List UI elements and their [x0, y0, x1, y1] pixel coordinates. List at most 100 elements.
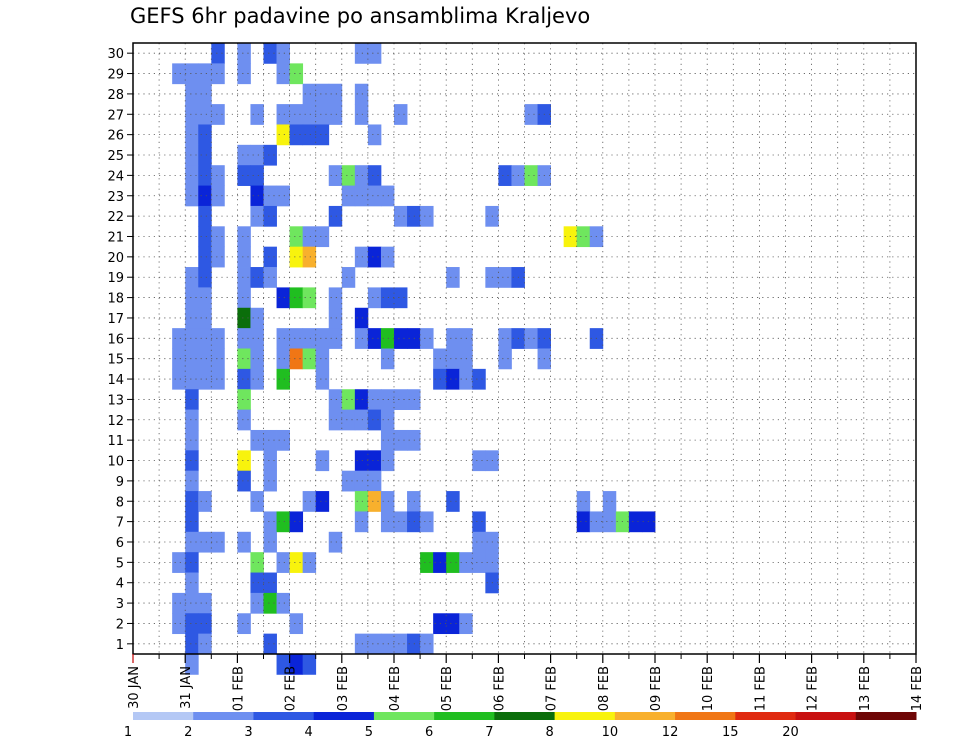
- heatmap-cell: [211, 328, 225, 349]
- heatmap-cell: [211, 348, 225, 370]
- heatmap-cell: [185, 368, 199, 390]
- heatmap-cell: [524, 165, 538, 186]
- colorbar: 1 2 3 4 5 6 7 8 10 12 15 20: [124, 712, 917, 740]
- heatmap-cell: [394, 104, 408, 125]
- heatmap-cell: [276, 552, 290, 573]
- heatmap-cell: [237, 328, 251, 349]
- y-tick-label: 6: [116, 536, 124, 551]
- heatmap-cell: [237, 63, 251, 85]
- heatmap-cell: [198, 185, 212, 207]
- heatmap-cell: [237, 348, 251, 370]
- heatmap-cell: [315, 368, 330, 390]
- heatmap-cell: [289, 104, 304, 125]
- heatmap-cell: [407, 328, 421, 349]
- x-tick-label: 01 FEB: [231, 666, 246, 711]
- heatmap-cell: [250, 429, 264, 451]
- heatmap-cell: [250, 104, 264, 125]
- y-tick-label: 27: [107, 108, 124, 123]
- heatmap-cell: [185, 470, 199, 492]
- y-tick-label: 4: [116, 577, 124, 592]
- heatmap-cell: [446, 491, 460, 512]
- heatmap-cell: [446, 552, 460, 573]
- heatmap-cell: [328, 83, 343, 105]
- heatmap-cell: [394, 328, 408, 349]
- heatmap-cell: [394, 389, 408, 410]
- heatmap-cell: [407, 511, 421, 533]
- heatmap-cell: [328, 409, 343, 431]
- heatmap-cell: [198, 83, 212, 105]
- heatmap-cell: [276, 43, 290, 64]
- heatmap-cell: [354, 43, 369, 64]
- y-tick-label: 11: [107, 434, 124, 449]
- y-tick-label: 5: [116, 556, 124, 571]
- x-tick-label: 09 FEB: [649, 666, 664, 711]
- heatmap-cell: [198, 613, 212, 635]
- heatmap-cell: [185, 450, 199, 472]
- colorbar-swatch: [494, 712, 556, 720]
- heatmap-cell: [185, 491, 199, 512]
- heatmap-cell: [198, 287, 212, 309]
- heatmap-cell: [263, 429, 277, 451]
- heatmap-cell: [328, 531, 343, 553]
- heatmap-cell: [263, 144, 277, 166]
- heatmap-cell: [367, 287, 382, 309]
- heatmap-cell: [302, 124, 317, 146]
- heatmap-cell: [380, 348, 395, 370]
- heatmap-cell: [237, 450, 251, 472]
- heatmap-cell: [367, 450, 382, 472]
- y-tick-label: 15: [107, 353, 124, 368]
- heatmap-cell: [354, 104, 369, 125]
- heatmap-cell: [237, 389, 251, 410]
- axes-layer: 1234567891011121314151617181920212223242…: [107, 42, 925, 711]
- heatmap-cell: [185, 267, 199, 288]
- x-tick-label: 03 FEB: [336, 666, 351, 711]
- heatmap-cell: [211, 185, 225, 207]
- x-tick-label: 14 FEB: [910, 666, 925, 711]
- heatmap-cell: [276, 348, 290, 370]
- heatmap-cell: [328, 104, 343, 125]
- heatmap-cell: [185, 83, 199, 105]
- heatmap-cell: [185, 531, 199, 553]
- heatmap-cell: [446, 368, 460, 390]
- heatmap-cell: [237, 43, 251, 64]
- y-tick-label: 30: [107, 47, 124, 62]
- y-tick-label: 24: [107, 169, 124, 184]
- heatmap-cell: [498, 328, 512, 349]
- heatmap-cell: [407, 491, 421, 512]
- heatmap-cell: [498, 267, 512, 288]
- x-tick-label: 13 FEB: [858, 666, 873, 711]
- heatmap-cell: [628, 511, 643, 533]
- heatmap-cell: [420, 328, 434, 349]
- heatmap-cell: [354, 633, 369, 655]
- heatmap-cell: [380, 511, 395, 533]
- heatmap-cell: [185, 144, 199, 166]
- heatmap-cell: [367, 491, 382, 512]
- heatmap-cell: [315, 348, 330, 370]
- heatmap-cell: [237, 165, 251, 186]
- heatmap-cell: [198, 267, 212, 288]
- heatmap-cell: [185, 613, 199, 635]
- heatmap-cell: [172, 552, 186, 573]
- heatmap-cell: [354, 491, 369, 512]
- colorbar-label: 1: [124, 725, 132, 740]
- x-tick-label: 31 JAN: [179, 666, 194, 709]
- heatmap-cell: [289, 328, 304, 349]
- y-tick-label: 18: [107, 292, 124, 307]
- heatmap-cell: [211, 165, 225, 186]
- colorbar-swatch: [554, 712, 616, 720]
- heatmap-cell: [276, 429, 290, 451]
- heatmap-cell: [237, 409, 251, 431]
- heatmap-cell: [263, 43, 277, 64]
- heatmap-cell: [198, 531, 212, 553]
- heatmap-cell: [185, 124, 199, 146]
- heatmap-cell: [380, 409, 395, 431]
- colorbar-label: 5: [365, 725, 373, 740]
- heatmap-cell: [302, 246, 317, 268]
- heatmap-cell: [328, 287, 343, 309]
- heatmap-cell: [198, 205, 212, 227]
- heatmap-cell: [446, 613, 460, 635]
- heatmap-cell: [472, 511, 486, 533]
- heatmap-cell: [276, 124, 290, 146]
- heatmap-cell: [276, 654, 290, 675]
- heatmap-cell: [198, 63, 212, 85]
